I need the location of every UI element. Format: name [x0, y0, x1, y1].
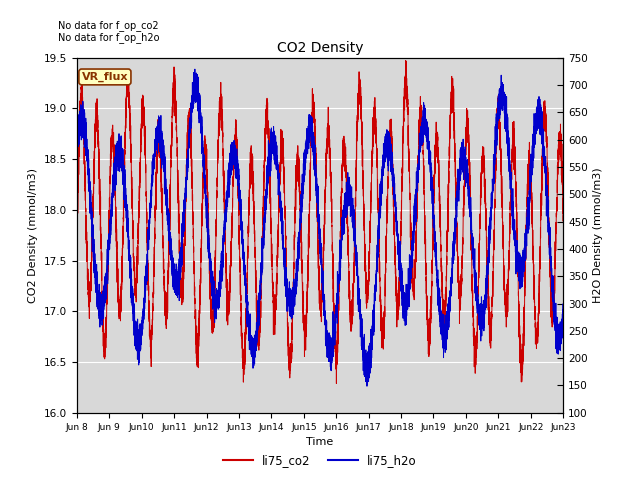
- Text: No data for f_op_co2: No data for f_op_co2: [58, 20, 158, 31]
- Y-axis label: CO2 Density (mmol/m3): CO2 Density (mmol/m3): [28, 168, 38, 303]
- Text: VR_flux: VR_flux: [82, 72, 128, 82]
- Y-axis label: H2O Density (mmol/m3): H2O Density (mmol/m3): [593, 168, 604, 303]
- Legend: li75_co2, li75_h2o: li75_co2, li75_h2o: [218, 449, 422, 472]
- X-axis label: Time: Time: [307, 437, 333, 447]
- Text: No data for f_op_h2o: No data for f_op_h2o: [58, 32, 159, 43]
- Title: CO2 Density: CO2 Density: [276, 41, 364, 55]
